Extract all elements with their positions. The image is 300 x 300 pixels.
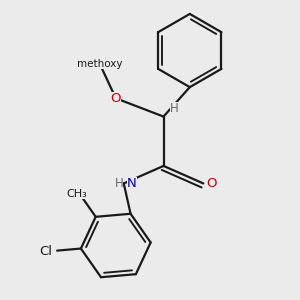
Text: H: H: [115, 177, 123, 190]
Text: N: N: [127, 177, 136, 190]
Text: Cl: Cl: [40, 245, 52, 258]
Text: O: O: [206, 177, 217, 190]
Text: O: O: [110, 92, 121, 105]
Text: methoxy: methoxy: [77, 59, 123, 69]
Text: H: H: [170, 102, 179, 115]
Text: CH₃: CH₃: [67, 189, 87, 199]
